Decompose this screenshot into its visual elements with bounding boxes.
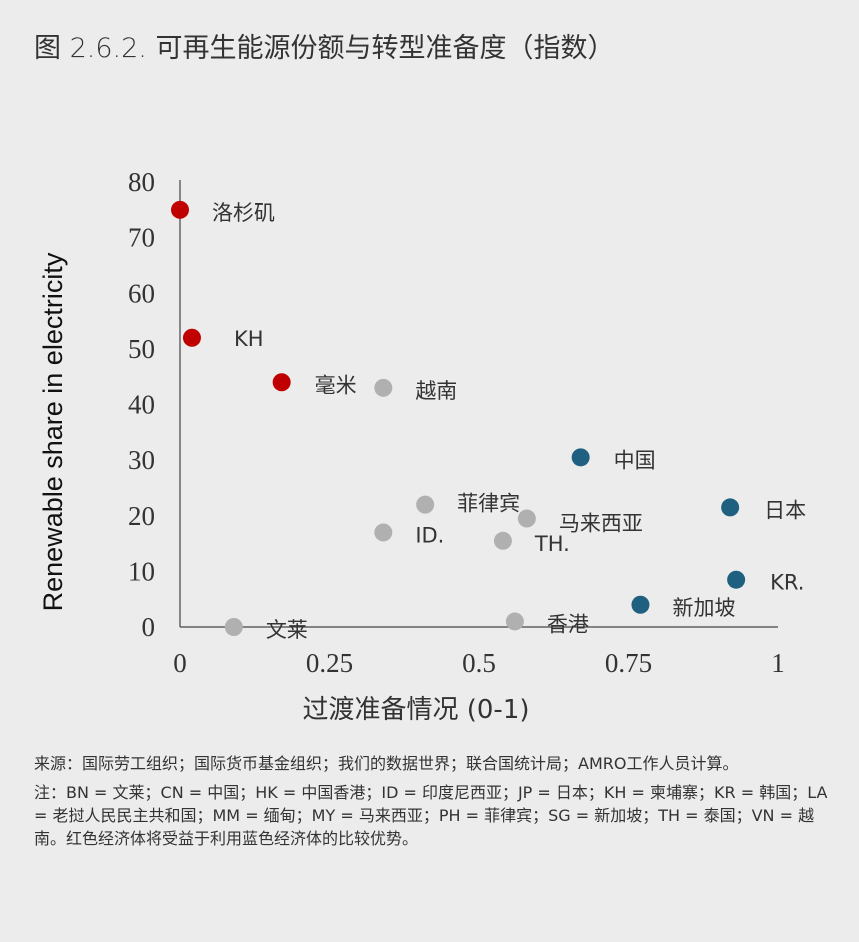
x-tick-label: 0.5 xyxy=(462,648,496,678)
y-tick-label: 60 xyxy=(128,278,155,308)
point-label: KR. xyxy=(770,571,804,595)
x-tick-labels: 0 0.25 0.5 0.75 1 xyxy=(173,648,785,678)
footnotes: 来源：国际劳工组织；国际货币基金组织；我们的数据世界；联合国统计局；AMRO工作… xyxy=(34,752,834,856)
y-tick-label: 0 xyxy=(142,612,156,642)
data-point xyxy=(374,378,393,397)
y-tick-label: 40 xyxy=(128,390,155,420)
source-note: 来源：国际劳工组织；国际货币基金组织；我们的数据世界；联合国统计局；AMRO工作… xyxy=(34,754,739,773)
data-point xyxy=(517,509,536,528)
y-tick-label: 50 xyxy=(128,334,155,364)
y-tick-label: 70 xyxy=(128,223,155,253)
data-point xyxy=(631,595,650,614)
data-point xyxy=(721,498,740,517)
data-point xyxy=(182,328,201,347)
data-point xyxy=(493,531,512,550)
point-label: ID. xyxy=(415,523,444,547)
abbreviation-note: 注：BN = 文莱；CN = 中国；HK = 中国香港；ID = 印度尼西亚；J… xyxy=(34,783,828,848)
y-axis-label: Renewable share in electricity xyxy=(38,252,68,611)
point-label: 菲律宾 xyxy=(457,492,520,516)
point-label: 日本 xyxy=(764,498,806,522)
y-tick-label: 30 xyxy=(128,445,155,475)
data-point xyxy=(224,618,243,636)
point-label: 新加坡 xyxy=(672,596,735,620)
data-point xyxy=(416,495,435,514)
data-point xyxy=(571,448,590,467)
scatter-chart: 0 10 20 30 40 50 60 70 80 0 0.25 0.5 0.75 1 洛杉矶 KH 毫米 越… xyxy=(38,167,806,725)
point-label: 香港 xyxy=(547,612,589,636)
point-label: 文莱 xyxy=(266,618,308,642)
point-label: 越南 xyxy=(415,379,457,403)
data-point xyxy=(171,200,189,219)
point-label: 毫米 xyxy=(315,373,357,397)
y-tick-labels: 0 10 20 30 40 50 60 70 80 xyxy=(128,167,155,642)
y-tick-label: 80 xyxy=(128,167,155,197)
x-tick-label: 0.75 xyxy=(605,648,652,678)
point-label: TH. xyxy=(534,532,570,556)
point-label: 中国 xyxy=(614,448,656,472)
data-point xyxy=(727,570,746,589)
chart-title: 图 2.6.2. 可再生能源份额与转型准备度（指数） xyxy=(34,33,615,64)
data-point xyxy=(505,612,524,631)
point-label: 洛杉矶 xyxy=(212,201,275,225)
x-tick-label: 0 xyxy=(173,648,187,678)
y-tick-label: 20 xyxy=(128,501,155,531)
y-tick-label: 10 xyxy=(128,556,155,586)
data-point xyxy=(374,523,393,542)
x-tick-label: 0.25 xyxy=(306,648,353,678)
point-label: 马来西亚 xyxy=(559,512,643,536)
x-tick-label: 1 xyxy=(771,648,785,678)
point-label: KH xyxy=(234,327,264,351)
data-point xyxy=(272,373,291,392)
x-axis-label: 过渡准备情况 (0-1) xyxy=(302,695,529,725)
